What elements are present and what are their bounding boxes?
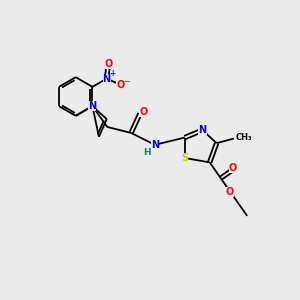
Text: O: O — [140, 107, 148, 117]
Text: N: N — [151, 140, 159, 150]
Text: O: O — [116, 80, 124, 89]
Text: N: N — [103, 74, 111, 84]
Text: O: O — [229, 163, 237, 173]
Text: N: N — [88, 101, 97, 111]
Text: CH₃: CH₃ — [236, 133, 252, 142]
Text: S: S — [181, 153, 188, 163]
Text: N: N — [199, 125, 207, 135]
Text: −: − — [123, 77, 130, 86]
Text: H: H — [144, 148, 151, 157]
Text: O: O — [104, 59, 112, 69]
Text: O: O — [226, 187, 234, 196]
Text: +: + — [109, 69, 115, 78]
